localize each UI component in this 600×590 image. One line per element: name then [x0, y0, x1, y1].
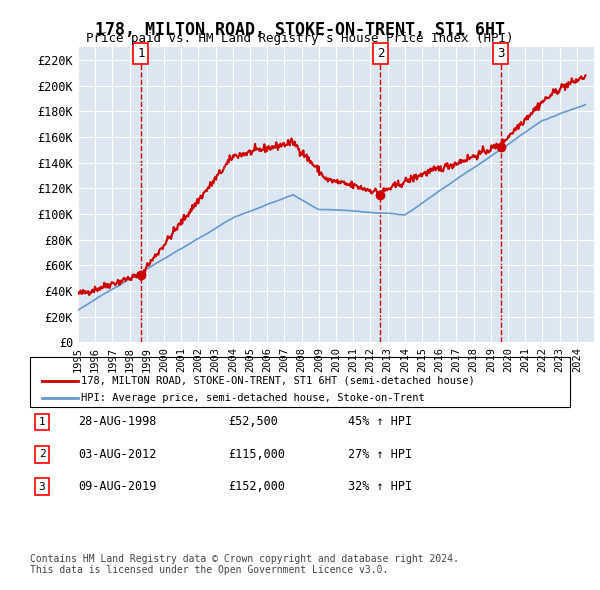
Text: £115,000: £115,000: [228, 448, 285, 461]
Text: 1: 1: [137, 47, 145, 60]
Text: Contains HM Land Registry data © Crown copyright and database right 2024.
This d: Contains HM Land Registry data © Crown c…: [30, 553, 459, 575]
Text: 32% ↑ HPI: 32% ↑ HPI: [348, 480, 412, 493]
Text: 03-AUG-2012: 03-AUG-2012: [78, 448, 157, 461]
Text: 28-AUG-1998: 28-AUG-1998: [78, 415, 157, 428]
Text: 3: 3: [38, 482, 46, 491]
Text: 2: 2: [38, 450, 46, 459]
Text: 09-AUG-2019: 09-AUG-2019: [78, 480, 157, 493]
Text: 178, MILTON ROAD, STOKE-ON-TRENT, ST1 6HT: 178, MILTON ROAD, STOKE-ON-TRENT, ST1 6H…: [95, 21, 505, 39]
Text: 45% ↑ HPI: 45% ↑ HPI: [348, 415, 412, 428]
Text: HPI: Average price, semi-detached house, Stoke-on-Trent: HPI: Average price, semi-detached house,…: [81, 394, 425, 403]
Text: 178, MILTON ROAD, STOKE-ON-TRENT, ST1 6HT (semi-detached house): 178, MILTON ROAD, STOKE-ON-TRENT, ST1 6H…: [81, 376, 475, 385]
Text: Price paid vs. HM Land Registry's House Price Index (HPI): Price paid vs. HM Land Registry's House …: [86, 32, 514, 45]
Text: £152,000: £152,000: [228, 480, 285, 493]
Text: 27% ↑ HPI: 27% ↑ HPI: [348, 448, 412, 461]
Text: £52,500: £52,500: [228, 415, 278, 428]
Text: 2: 2: [377, 47, 384, 60]
Text: 3: 3: [497, 47, 505, 60]
Text: 1: 1: [38, 417, 46, 427]
